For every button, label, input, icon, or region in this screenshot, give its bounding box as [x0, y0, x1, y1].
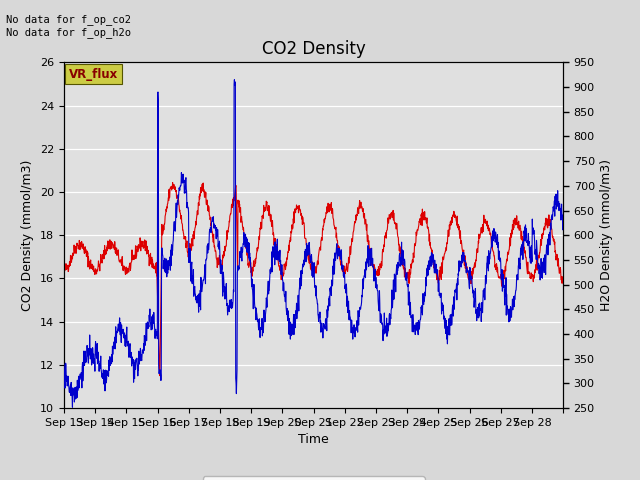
Text: VR_flux: VR_flux	[69, 68, 118, 81]
Y-axis label: H2O Density (mmol/m3): H2O Density (mmol/m3)	[600, 159, 613, 311]
Legend: li75_co2, li75_h2o: li75_co2, li75_h2o	[203, 477, 424, 480]
X-axis label: Time: Time	[298, 433, 329, 446]
Text: No data for f_op_co2
No data for f_op_h2o: No data for f_op_co2 No data for f_op_h2…	[6, 14, 131, 38]
Title: CO2 Density: CO2 Density	[262, 40, 365, 58]
Y-axis label: CO2 Density (mmol/m3): CO2 Density (mmol/m3)	[22, 159, 35, 311]
